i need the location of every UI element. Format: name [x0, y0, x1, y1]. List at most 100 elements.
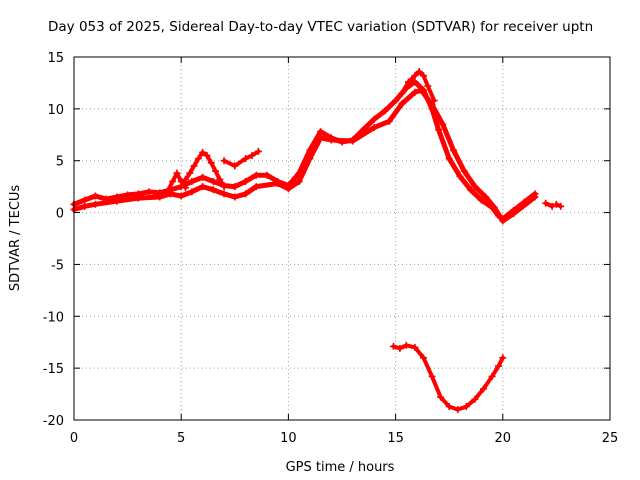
data-point — [370, 115, 378, 123]
data-point — [349, 137, 357, 145]
data-point — [203, 152, 211, 160]
data-point — [499, 354, 507, 362]
data-point — [199, 148, 207, 156]
data-point — [145, 188, 153, 196]
data-point — [411, 72, 419, 80]
data-point — [462, 403, 470, 411]
y-axis-label: SDTVAR / TECUs — [8, 185, 23, 292]
data-point — [317, 134, 325, 142]
data-point — [231, 183, 239, 191]
y-tick-label: -15 — [43, 362, 64, 377]
data-point — [164, 186, 172, 194]
data-point — [510, 210, 518, 218]
data-point — [460, 167, 468, 175]
data-point — [381, 107, 389, 115]
data-point — [252, 171, 260, 179]
data-point — [552, 200, 560, 208]
data-point — [207, 159, 215, 167]
axis-ticks: 0 5 10 15 20 25 -20 -15 -10 -5 0 5 10 15 — [43, 51, 619, 446]
chart-title: Day 053 of 2025, Sidereal Day-to-day VTE… — [48, 19, 593, 35]
data-point — [411, 88, 419, 96]
data-point — [81, 202, 89, 210]
data-point — [216, 175, 224, 183]
data-point — [495, 362, 503, 370]
data-point — [456, 172, 464, 180]
data-point — [306, 155, 314, 163]
data-point — [169, 177, 177, 185]
data-point — [467, 186, 475, 194]
data-point — [430, 97, 438, 105]
data-point — [437, 393, 445, 401]
data-point — [389, 342, 397, 350]
data-point — [295, 177, 303, 185]
data-point — [548, 202, 556, 210]
y-tick-label: 0 — [56, 207, 64, 222]
data-point — [231, 193, 239, 201]
x-tick-label: 15 — [387, 431, 404, 446]
data-point — [396, 344, 404, 352]
data-point — [411, 343, 419, 351]
data-point — [181, 175, 189, 183]
x-axis-label: GPS time / hours — [286, 460, 395, 475]
data-point — [531, 193, 539, 201]
data-point — [274, 180, 282, 188]
data-point — [471, 395, 479, 403]
y-tick-label: 10 — [47, 103, 64, 118]
x-tick-label: 20 — [495, 431, 512, 446]
data-point — [188, 188, 196, 196]
data-point — [402, 341, 410, 349]
data-point — [424, 82, 432, 90]
x-tick-label: 10 — [280, 431, 297, 446]
data-point — [471, 183, 479, 191]
data-point — [428, 101, 436, 109]
y-tick-label: 5 — [56, 155, 64, 170]
data-traces — [70, 68, 565, 414]
series-spike-segment-8h — [222, 149, 261, 168]
data-point — [177, 177, 185, 185]
data-point — [434, 126, 442, 134]
data-point — [385, 117, 393, 125]
data-point — [186, 169, 194, 177]
data-point — [188, 177, 196, 185]
data-point — [449, 146, 457, 154]
data-point — [445, 155, 453, 163]
data-point — [91, 192, 99, 200]
data-point — [542, 199, 550, 207]
x-tick-label: 25 — [602, 431, 619, 446]
data-point — [317, 128, 325, 136]
data-point — [398, 89, 406, 97]
data-point — [156, 193, 164, 201]
data-point — [113, 197, 121, 205]
data-point — [199, 173, 207, 181]
data-point — [173, 169, 181, 177]
data-point — [499, 217, 507, 225]
data-point — [194, 155, 202, 163]
data-point — [212, 167, 220, 175]
data-point — [398, 100, 406, 108]
data-point — [557, 202, 565, 210]
data-point — [417, 86, 425, 94]
y-tick-label: -10 — [43, 310, 64, 325]
data-point — [477, 196, 485, 204]
y-tick-label: -5 — [51, 258, 64, 273]
data-point — [490, 203, 498, 211]
data-point — [392, 97, 400, 105]
data-point — [177, 192, 185, 200]
data-point — [220, 157, 228, 165]
series-negative-arc — [391, 343, 505, 412]
data-point — [81, 196, 89, 204]
data-point — [480, 385, 488, 393]
x-tick-label: 5 — [177, 431, 185, 446]
data-point — [415, 68, 423, 76]
y-tick-label: -20 — [43, 414, 64, 429]
data-point — [419, 72, 427, 80]
data-point — [190, 162, 198, 170]
data-point — [284, 185, 292, 193]
data-point — [166, 190, 174, 198]
data-point — [439, 120, 447, 128]
data-point — [220, 190, 228, 198]
data-point — [209, 177, 217, 185]
data-point — [404, 78, 412, 86]
data-point — [199, 183, 207, 191]
